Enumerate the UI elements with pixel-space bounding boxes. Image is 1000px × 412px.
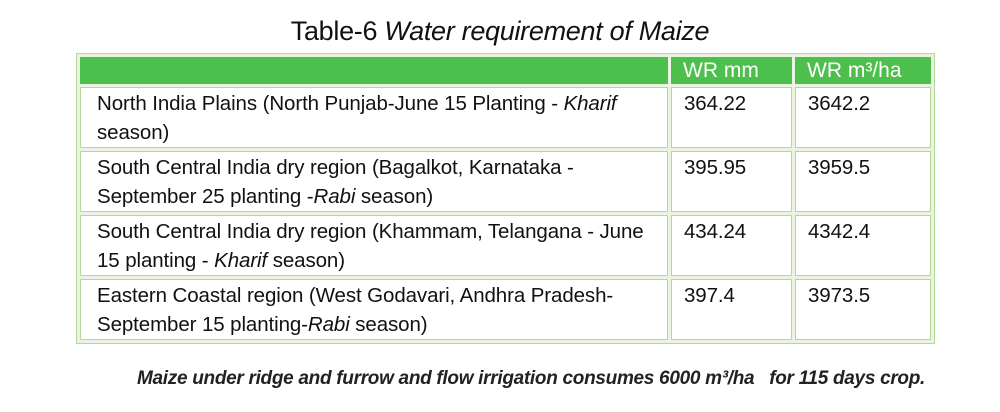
table-footnote: Maize under ridge and furrow and flow ir… bbox=[137, 368, 926, 389]
region-text: North India Plains (North Punjab-June 15… bbox=[97, 92, 564, 115]
wr-mm-cell: 434.24 bbox=[671, 215, 792, 276]
table-row: Eastern Coastal region (West Godavari, A… bbox=[80, 279, 931, 340]
wr-m3ha-cell: 3959.5 bbox=[795, 151, 931, 212]
table-title-prefix: Table-6 bbox=[290, 16, 385, 46]
header-wr-m3ha: WR m³/ha bbox=[795, 57, 931, 84]
region-cell: North India Plains (North Punjab-June 15… bbox=[80, 87, 668, 148]
region-text-end: season) bbox=[349, 313, 428, 336]
region-cell: South Central India dry region (Khammam,… bbox=[80, 215, 668, 276]
season-name: Kharif bbox=[214, 249, 268, 272]
wr-mm-cell: 397.4 bbox=[671, 279, 792, 340]
water-requirement-table: WR mm WR m³/ha North India Plains (North… bbox=[76, 53, 935, 344]
table-header-row: WR mm WR m³/ha bbox=[80, 57, 931, 84]
wr-m3ha-cell: 3973.5 bbox=[795, 279, 931, 340]
table-title-text: Water requirement of Maize bbox=[384, 16, 710, 46]
wr-m3ha-cell: 3642.2 bbox=[795, 87, 931, 148]
region-text-end: season) bbox=[355, 185, 434, 208]
region-cell: Eastern Coastal region (West Godavari, A… bbox=[80, 279, 668, 340]
wr-m3ha-cell: 4342.4 bbox=[795, 215, 931, 276]
header-wr-mm: WR mm bbox=[671, 57, 792, 84]
region-cell: South Central India dry region (Bagalkot… bbox=[80, 151, 668, 212]
table-row: South Central India dry region (Khammam,… bbox=[80, 215, 931, 276]
region-text-end: season) bbox=[267, 249, 345, 272]
wr-mm-cell: 364.22 bbox=[671, 87, 792, 148]
table-row: South Central India dry region (Bagalkot… bbox=[80, 151, 931, 212]
table-row: North India Plains (North Punjab-June 15… bbox=[80, 87, 931, 148]
wr-mm-cell: 395.95 bbox=[671, 151, 792, 212]
table-title: Table-6 Water requirement of Maize bbox=[0, 14, 1000, 48]
region-text: South Central India dry region (Khammam,… bbox=[97, 220, 644, 272]
region-text-end: season) bbox=[97, 121, 170, 144]
season-name: Kharif bbox=[563, 92, 617, 115]
season-name: Rabi bbox=[307, 313, 350, 336]
header-region bbox=[80, 57, 668, 84]
region-text: South Central India dry region (Bagalkot… bbox=[97, 156, 574, 208]
region-text: Eastern Coastal region (West Godavari, A… bbox=[97, 284, 614, 336]
season-name: Rabi bbox=[313, 185, 356, 208]
